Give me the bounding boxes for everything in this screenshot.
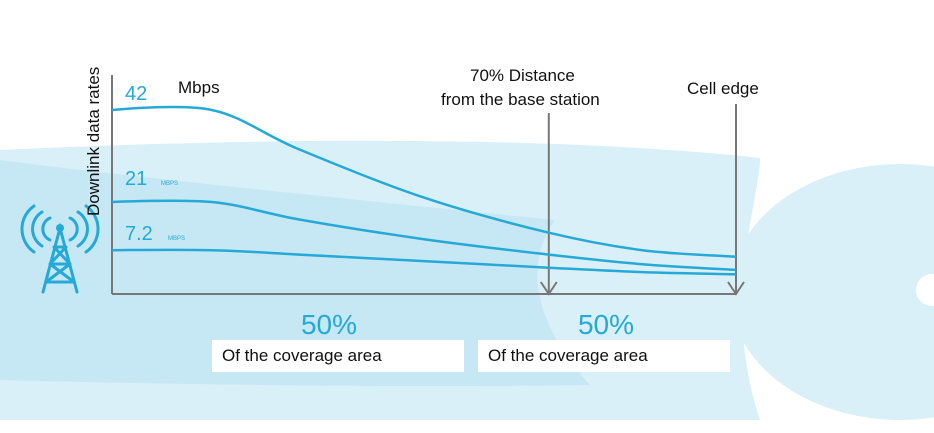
series-line-7-2 — [111, 248, 737, 276]
region-caption-2: Of the coverage area — [478, 340, 730, 372]
annotation-arrow-distance70 — [539, 113, 558, 296]
annotation-distance70-line2: from the base station — [441, 90, 600, 109]
rate-label-21: 21 — [125, 168, 147, 190]
annotation-cell-edge: Cell edge — [687, 79, 759, 98]
annotation-arrow-celledge — [727, 104, 745, 296]
region-percent-label-1: 50% — [301, 309, 357, 340]
signal-waves-right-icon — [68, 204, 100, 254]
signal-waves-left-icon — [20, 204, 52, 254]
coverage-bands — [0, 140, 934, 420]
coverage-band-dot — [916, 274, 934, 306]
region-percent-label-2: 50% — [578, 309, 634, 340]
arrow-edge-head-icon — [727, 281, 745, 296]
unit-label-21: MBPS — [161, 181, 178, 187]
y-axis-title: Downlink data rates — [84, 66, 103, 216]
series-line-42 — [111, 105, 737, 259]
arrow-70-head-icon — [539, 281, 558, 296]
coverage-band-right — [730, 164, 934, 420]
coverage-band-inner — [0, 160, 590, 387]
rate-label-7-2: 7.2 — [125, 223, 153, 245]
cell-tower-icon — [20, 204, 100, 294]
tower-antenna-icon — [56, 224, 64, 232]
unit-label-7-2: MBPS — [168, 236, 185, 242]
rate-label-42: 42 — [125, 83, 147, 105]
series-line-21 — [111, 199, 737, 272]
region-caption-1: Of the coverage area — [212, 340, 464, 372]
unit-label-42: Mbps — [178, 78, 220, 97]
annotation-distance70-line1: 70% Distance — [470, 66, 575, 85]
